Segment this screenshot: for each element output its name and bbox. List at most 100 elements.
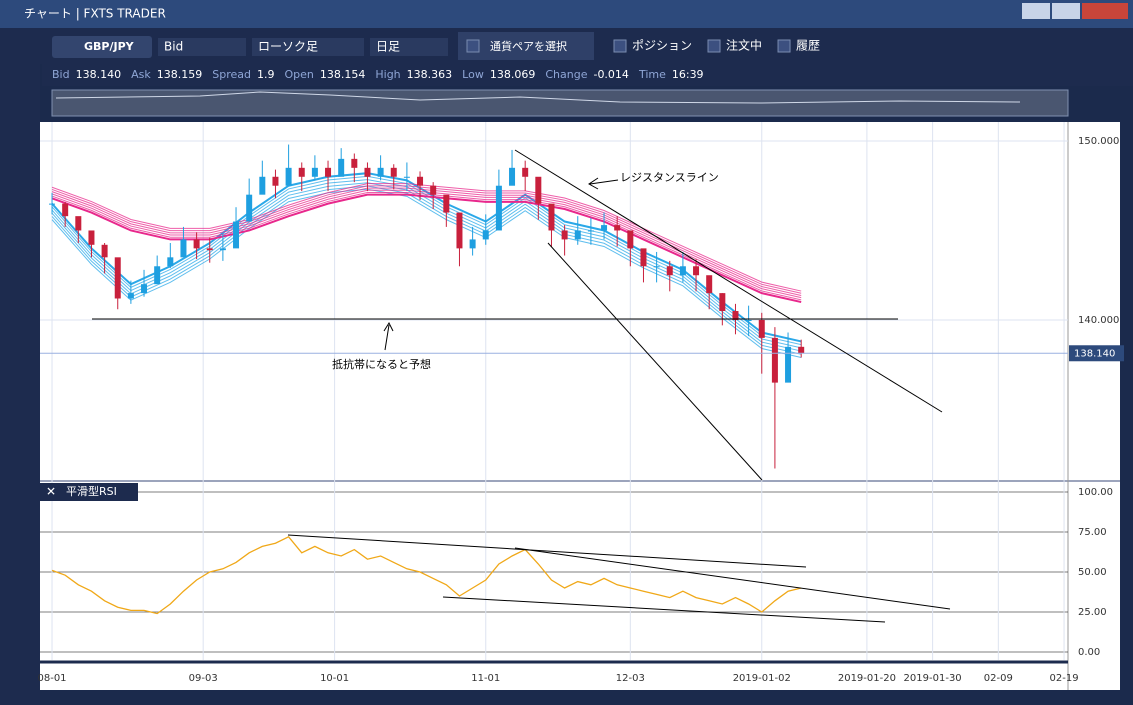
- candle-body: [351, 158, 358, 168]
- navigator[interactable]: [51, 89, 1069, 117]
- close-icon[interactable]: ✕: [46, 485, 56, 499]
- navigator-line: [55, 91, 1021, 104]
- y-tick-label: 0.00: [1078, 647, 1100, 658]
- x-tick-label: 2019-01-20: [838, 673, 896, 684]
- ma-ribbon-line: [51, 183, 802, 292]
- candle-body: [49, 203, 56, 205]
- y-axis-background: [1068, 122, 1120, 690]
- plot: 100.00 75.00 50.00 25.00 0.00 08-01 09-03 10-01…: [37, 122, 1124, 684]
- ma-ribbon-line: [51, 187, 802, 296]
- candle-body: [206, 248, 213, 251]
- checkbox[interactable]: [466, 39, 480, 53]
- candle-body: [482, 230, 489, 240]
- chart-type-select[interactable]: [252, 38, 364, 56]
- checkbox-group: ポジション 注文中 履歴: [613, 38, 820, 53]
- minimize-button[interactable]: [1022, 3, 1050, 19]
- ma-ribbon-line: [51, 182, 802, 352]
- candle-body: [548, 203, 555, 231]
- price-type: Bid: [164, 40, 183, 54]
- x-tick-label: 09-03: [189, 673, 218, 684]
- indicator-tab[interactable]: [40, 483, 138, 501]
- x-tick-label: 08-01: [37, 673, 66, 684]
- x-tick-label: 2019-01-02: [733, 673, 791, 684]
- quote-value: 138.140: [76, 68, 122, 81]
- candle-body: [390, 167, 397, 177]
- candle-body: [180, 239, 187, 258]
- y-tick-label: 140.000: [1078, 315, 1119, 326]
- price-type-select[interactable]: [158, 38, 246, 56]
- candle-body: [259, 176, 266, 195]
- rsi-line: [51, 535, 802, 615]
- candle-body: [443, 194, 450, 213]
- quote-value: 138.069: [490, 68, 536, 81]
- candle-body: [127, 293, 134, 299]
- y-tick-label: 150.000: [1078, 136, 1119, 147]
- candle-body: [377, 167, 384, 177]
- x-tick-label: 11-01: [471, 673, 500, 684]
- candle-body: [193, 239, 200, 249]
- candle-body: [535, 176, 542, 204]
- candle-body: [285, 167, 292, 186]
- x-axis-background: [40, 660, 1068, 690]
- title-bar: [0, 0, 1133, 28]
- pair-button[interactable]: [52, 36, 152, 58]
- candle-body: [325, 167, 332, 177]
- candle-body: [771, 337, 778, 383]
- checkbox[interactable]: [707, 39, 721, 53]
- candle-body: [758, 319, 765, 338]
- x-tick-label: 02-09: [984, 673, 1013, 684]
- arrow: [383, 321, 394, 351]
- select-pair-button[interactable]: [458, 32, 594, 60]
- quote-label: Spread: [212, 68, 251, 81]
- quote-value: 138.154: [320, 68, 366, 81]
- indicator-title: 平滑型RSI: [66, 484, 117, 498]
- quote-value: -0.014: [593, 68, 628, 81]
- quote-value: 138.363: [407, 68, 453, 81]
- candle-body: [364, 167, 371, 177]
- x-tick-label: 10-01: [320, 673, 349, 684]
- candle-body: [298, 167, 305, 177]
- candle-body: [679, 266, 686, 276]
- period-select[interactable]: [370, 38, 448, 56]
- candle-body: [311, 167, 318, 177]
- ma-ribbon-line: [51, 179, 802, 349]
- quote-bar: [42, 64, 1133, 86]
- window-title: チャート | FXTS TRADER: [24, 7, 166, 21]
- candle-body: [614, 225, 621, 231]
- checkbox[interactable]: [777, 39, 791, 53]
- checkbox-label: ポジション: [632, 39, 692, 53]
- candle-body: [732, 311, 739, 320]
- trend-line: [287, 534, 807, 568]
- arrow: [588, 177, 619, 190]
- maximize-button[interactable]: [1052, 3, 1080, 19]
- channel-line: [547, 242, 763, 481]
- candle-body: [640, 248, 647, 267]
- candle-body: [509, 167, 516, 186]
- candle-body: [706, 275, 713, 294]
- close-button[interactable]: [1082, 3, 1128, 19]
- quote-value: 16:39: [672, 68, 704, 81]
- quote-value: 1.9: [257, 68, 275, 81]
- candle-body: [233, 221, 240, 249]
- candle-body: [574, 230, 581, 240]
- candle-body: [495, 185, 502, 231]
- trend-line: [514, 547, 951, 610]
- candle-body: [403, 176, 410, 178]
- candle-body: [88, 230, 95, 245]
- chart-type: ローソク足: [258, 40, 318, 54]
- candle-body: [430, 185, 437, 195]
- candle-body: [154, 266, 161, 285]
- quote-label: Open: [284, 68, 313, 81]
- annotation: レジスタンスライン: [620, 171, 719, 184]
- candle-body: [62, 203, 69, 217]
- annotation: 抵抗帯になると予想: [332, 357, 431, 371]
- x-tick-label: 2019-01-30: [904, 673, 962, 684]
- candle-body: [167, 257, 174, 267]
- checkbox-label: 注文中: [726, 38, 762, 53]
- checkbox[interactable]: [613, 39, 627, 53]
- candle-body: [469, 239, 476, 249]
- candle-body: [719, 293, 726, 312]
- ma-ribbon-line: [51, 191, 802, 301]
- y-tick-label: 75.00: [1078, 527, 1107, 538]
- ma-ribbon-line: [51, 189, 802, 299]
